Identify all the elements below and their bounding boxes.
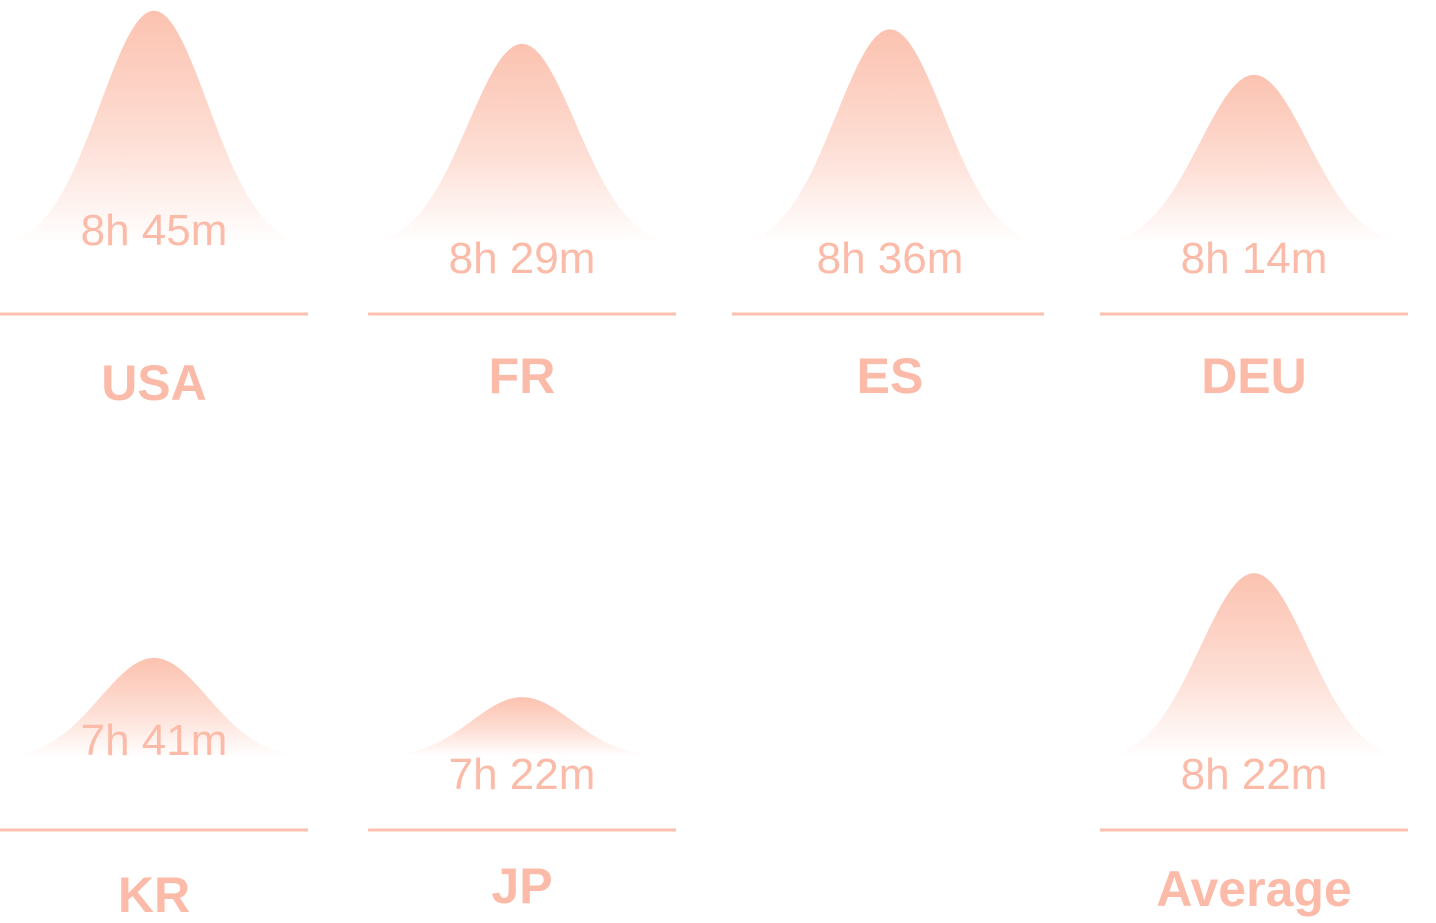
chart-cell-average: 8h 22m Average bbox=[1100, 573, 1408, 917]
chart-cell-kr: 7h 41m KR bbox=[0, 657, 308, 923]
category-label-jp: JP bbox=[491, 858, 552, 914]
duration-label-deu: 8h 14m bbox=[1181, 234, 1328, 283]
chart-cell-es: 8h 36m ES bbox=[732, 29, 1044, 404]
hill-average bbox=[1114, 573, 1394, 755]
duration-label-kr: 7h 41m bbox=[81, 716, 228, 765]
hill-fr bbox=[382, 43, 662, 241]
category-label-fr: FR bbox=[489, 348, 556, 404]
duration-label-usa: 8h 45m bbox=[81, 206, 228, 255]
duration-label-average: 8h 22m bbox=[1181, 750, 1328, 799]
category-label-kr: KR bbox=[118, 867, 190, 918]
chart-cell-deu: 8h 14m DEU bbox=[1100, 74, 1408, 404]
hill-usa bbox=[14, 10, 294, 240]
duration-label-es: 8h 36m bbox=[817, 234, 964, 283]
category-label-usa: USA bbox=[101, 355, 207, 411]
hill-jp bbox=[392, 697, 652, 755]
hill-es bbox=[750, 29, 1030, 241]
chart-cell-fr: 8h 29m FR bbox=[368, 43, 676, 404]
hill-deu bbox=[1114, 74, 1394, 241]
category-label-deu: DEU bbox=[1201, 348, 1307, 404]
category-label-average: Average bbox=[1156, 861, 1351, 917]
category-label-es: ES bbox=[857, 348, 924, 404]
duration-label-fr: 8h 29m bbox=[449, 234, 596, 283]
hill-kr bbox=[14, 657, 294, 755]
duration-label-jp: 7h 22m bbox=[449, 750, 596, 799]
chart-cell-jp: 7h 22m JP bbox=[368, 697, 676, 914]
chart-cell-usa: 8h 45m USA bbox=[0, 10, 308, 411]
